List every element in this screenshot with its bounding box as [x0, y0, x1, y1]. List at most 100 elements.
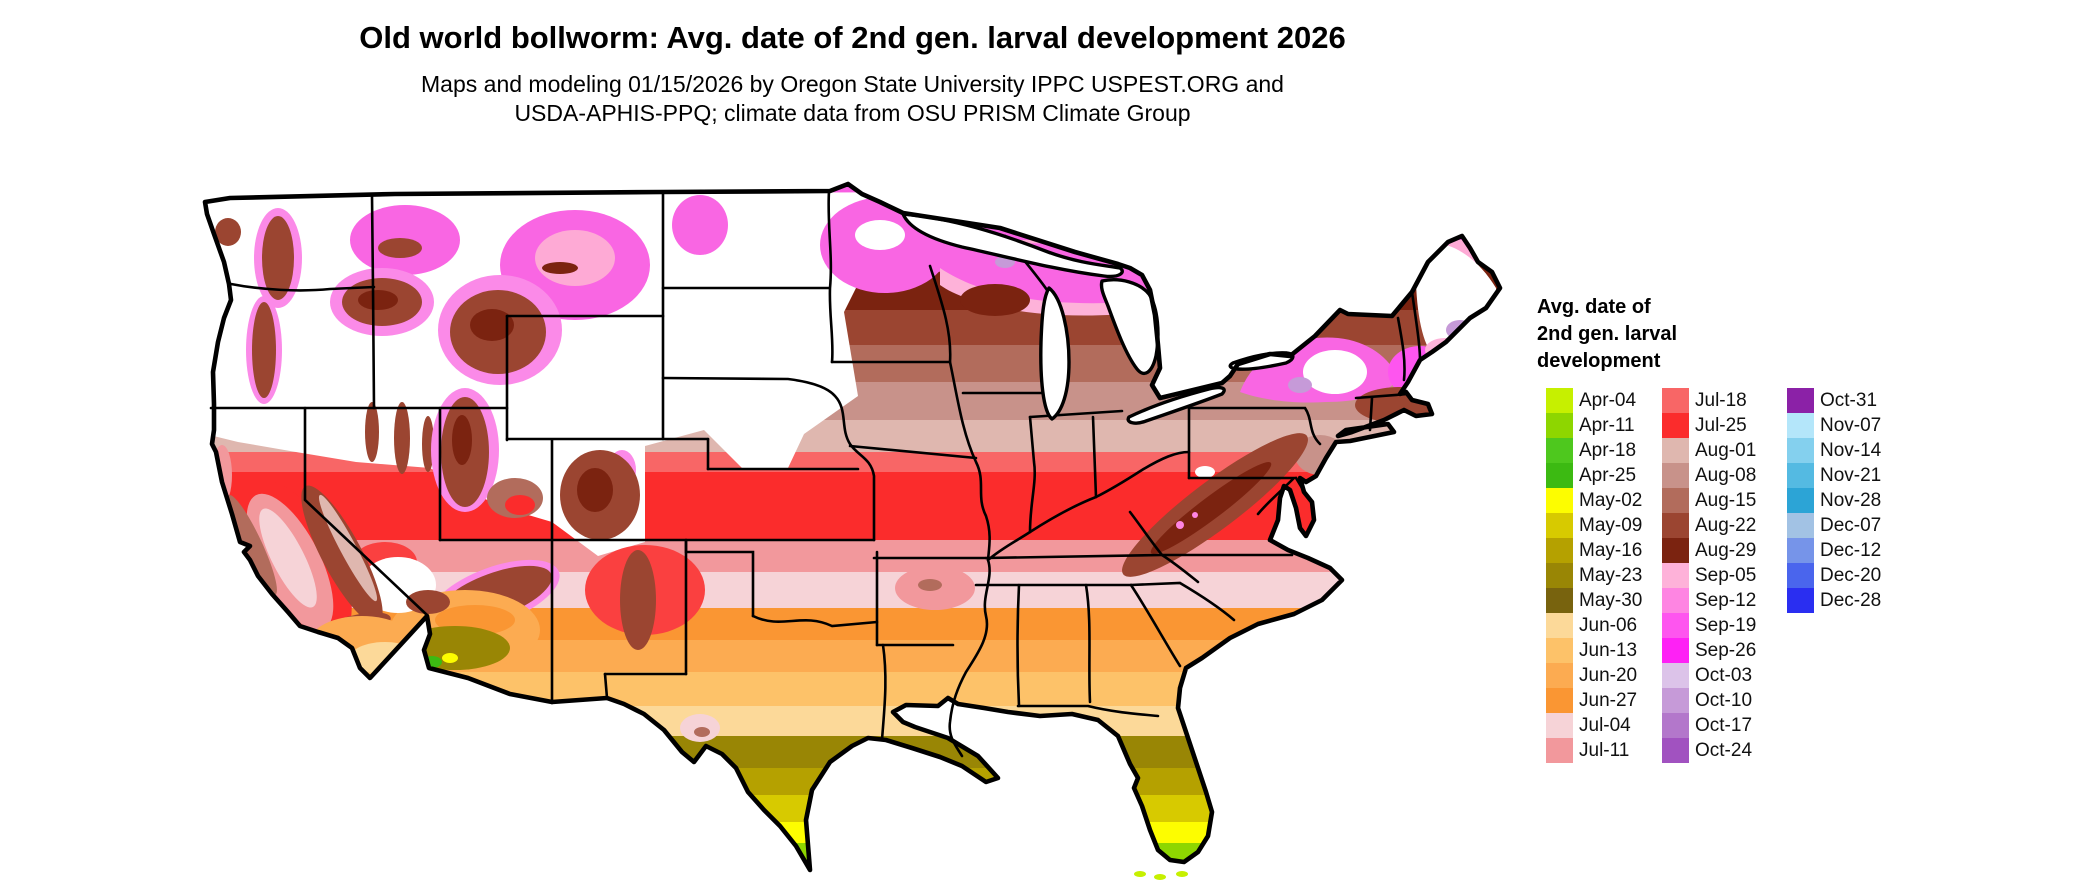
legend-entry-Nov-07: Nov-07	[1787, 413, 1881, 438]
legend-entry-Dec-28: Dec-28	[1787, 588, 1881, 613]
legend-swatch	[1662, 563, 1689, 588]
legend-entry-Oct-17: Oct-17	[1662, 713, 1756, 738]
legend-label: Aug-29	[1695, 540, 1757, 561]
legend-label: May-09	[1579, 515, 1643, 536]
legend-entry-Sep-19: Sep-19	[1662, 613, 1756, 638]
legend-entry-Jun-06: Jun-06	[1546, 613, 1642, 638]
legend-label: Jul-11	[1579, 740, 1630, 761]
legend-entry-Jul-18: Jul-18	[1662, 388, 1756, 413]
legend-column-1: Apr-04 Apr-11 Apr-18 Apr-25 May-02 May-09 May-…	[1546, 388, 1642, 763]
legend-swatch	[1546, 713, 1573, 738]
legend-swatch	[1546, 538, 1573, 563]
map-overlays	[205, 192, 1497, 742]
legend-swatch	[1662, 738, 1689, 763]
legend-swatch	[1546, 663, 1573, 688]
lake-erie	[1126, 385, 1226, 425]
legend-label: Oct-17	[1695, 715, 1753, 736]
conus-outline	[202, 181, 1503, 873]
legend-entry-Apr-18: Apr-18	[1546, 438, 1642, 463]
legend-label: Apr-18	[1579, 440, 1637, 461]
legend-swatch	[1662, 688, 1689, 713]
legend-swatch	[1662, 463, 1689, 488]
legend-entry-Aug-01: Aug-01	[1662, 438, 1756, 463]
legend-swatch	[1787, 588, 1814, 613]
subtitle-line-1: Maps and modeling 01/15/2026 by Oregon S…	[421, 71, 1284, 97]
lake-michigan	[1039, 286, 1071, 421]
legend-entry-Sep-12: Sep-12	[1662, 588, 1756, 613]
legend-label: Nov-07	[1820, 415, 1882, 436]
legend-label: Sep-12	[1695, 590, 1757, 611]
date-band	[205, 472, 1500, 541]
legend-label: May-16	[1579, 540, 1643, 561]
legend-entry-Jun-27: Jun-27	[1546, 688, 1642, 713]
legend-swatch	[1662, 588, 1689, 613]
date-band	[205, 768, 1500, 796]
legend-swatch	[1546, 738, 1573, 763]
legend-label: Jun-20	[1579, 665, 1638, 686]
legend-entry-May-30: May-30	[1546, 588, 1642, 613]
legend-label: Nov-28	[1820, 490, 1882, 511]
legend-swatch	[1787, 488, 1814, 513]
page-title: Old world bollworm: Avg. date of 2nd gen…	[359, 20, 1346, 55]
legend-entry-Jul-25: Jul-25	[1662, 413, 1756, 438]
legend-swatch	[1662, 713, 1689, 738]
legend-entry-Nov-21: Nov-21	[1787, 463, 1881, 488]
legend-title: Avg. date of 2nd gen. larval development	[1537, 294, 2097, 375]
state-borders	[209, 189, 1422, 758]
legend-label: Aug-08	[1695, 465, 1757, 486]
legend-entry-Apr-25: Apr-25	[1546, 463, 1642, 488]
legend-swatch	[1662, 538, 1689, 563]
legend-swatch	[1546, 638, 1573, 663]
lake-huron	[1099, 278, 1160, 376]
legend-label: May-02	[1579, 490, 1643, 511]
legend-label: Sep-26	[1695, 640, 1757, 661]
legend-entry-Oct-10: Oct-10	[1662, 688, 1756, 713]
legend-swatch	[1662, 663, 1689, 688]
legend-label: Jun-27	[1579, 690, 1638, 711]
legend-swatch	[1546, 488, 1573, 513]
florida-keys	[1134, 871, 1188, 880]
legend-label: Oct-24	[1695, 740, 1753, 761]
legend-label: Jul-04	[1579, 715, 1631, 736]
legend-column-3: Oct-31 Nov-07 Nov-14 Nov-21 Nov-28 Dec-07 Dec-…	[1787, 388, 1881, 613]
legend-swatch	[1662, 388, 1689, 413]
legend-swatch	[1787, 538, 1814, 563]
legend-label: Apr-11	[1579, 415, 1635, 436]
page-subtitle: Maps and modeling 01/15/2026 by Oregon S…	[0, 70, 1705, 128]
legend-label: Oct-10	[1695, 690, 1753, 711]
legend-entry-Aug-29: Aug-29	[1662, 538, 1756, 563]
legend-column-2: Jul-18 Jul-25 Aug-01 Aug-08 Aug-15 Aug-22 Aug-…	[1662, 388, 1756, 763]
legend-swatch	[1787, 563, 1814, 588]
legend-swatch	[1546, 513, 1573, 538]
legend-swatch	[1546, 463, 1573, 488]
legend-label: Jun-13	[1579, 640, 1638, 661]
legend-entry-Jun-13: Jun-13	[1546, 638, 1642, 663]
legend-label: Sep-05	[1695, 565, 1757, 586]
legend-title-line-1: Avg. date of	[1537, 296, 1651, 318]
legend-label: Aug-15	[1695, 490, 1757, 511]
legend-swatch	[1787, 513, 1814, 538]
legend-label: May-30	[1579, 590, 1643, 611]
legend-entry-Apr-04: Apr-04	[1546, 388, 1642, 413]
great-lakes	[901, 212, 1295, 425]
legend-swatch	[1546, 588, 1573, 613]
legend-label: Apr-25	[1579, 465, 1637, 486]
legend-label: Dec-12	[1820, 540, 1882, 561]
legend-label: Oct-31	[1820, 390, 1878, 411]
legend: Avg. date of 2nd gen. larval development…	[1537, 294, 2097, 763]
legend-label: Apr-04	[1579, 390, 1637, 411]
legend-swatch	[1546, 563, 1573, 588]
legend-swatch	[1546, 438, 1573, 463]
legend-entry-Jul-04: Jul-04	[1546, 713, 1642, 738]
legend-entry-Aug-22: Aug-22	[1662, 513, 1756, 538]
legend-entry-Nov-28: Nov-28	[1787, 488, 1881, 513]
legend-label: Nov-21	[1820, 465, 1882, 486]
legend-swatch	[1546, 613, 1573, 638]
legend-entry-Sep-26: Sep-26	[1662, 638, 1756, 663]
legend-swatch	[1787, 388, 1814, 413]
legend-title-line-2: 2nd gen. larval	[1537, 323, 1678, 345]
legend-entry-Apr-11: Apr-11	[1546, 413, 1642, 438]
legend-entry-Dec-12: Dec-12	[1787, 538, 1881, 563]
